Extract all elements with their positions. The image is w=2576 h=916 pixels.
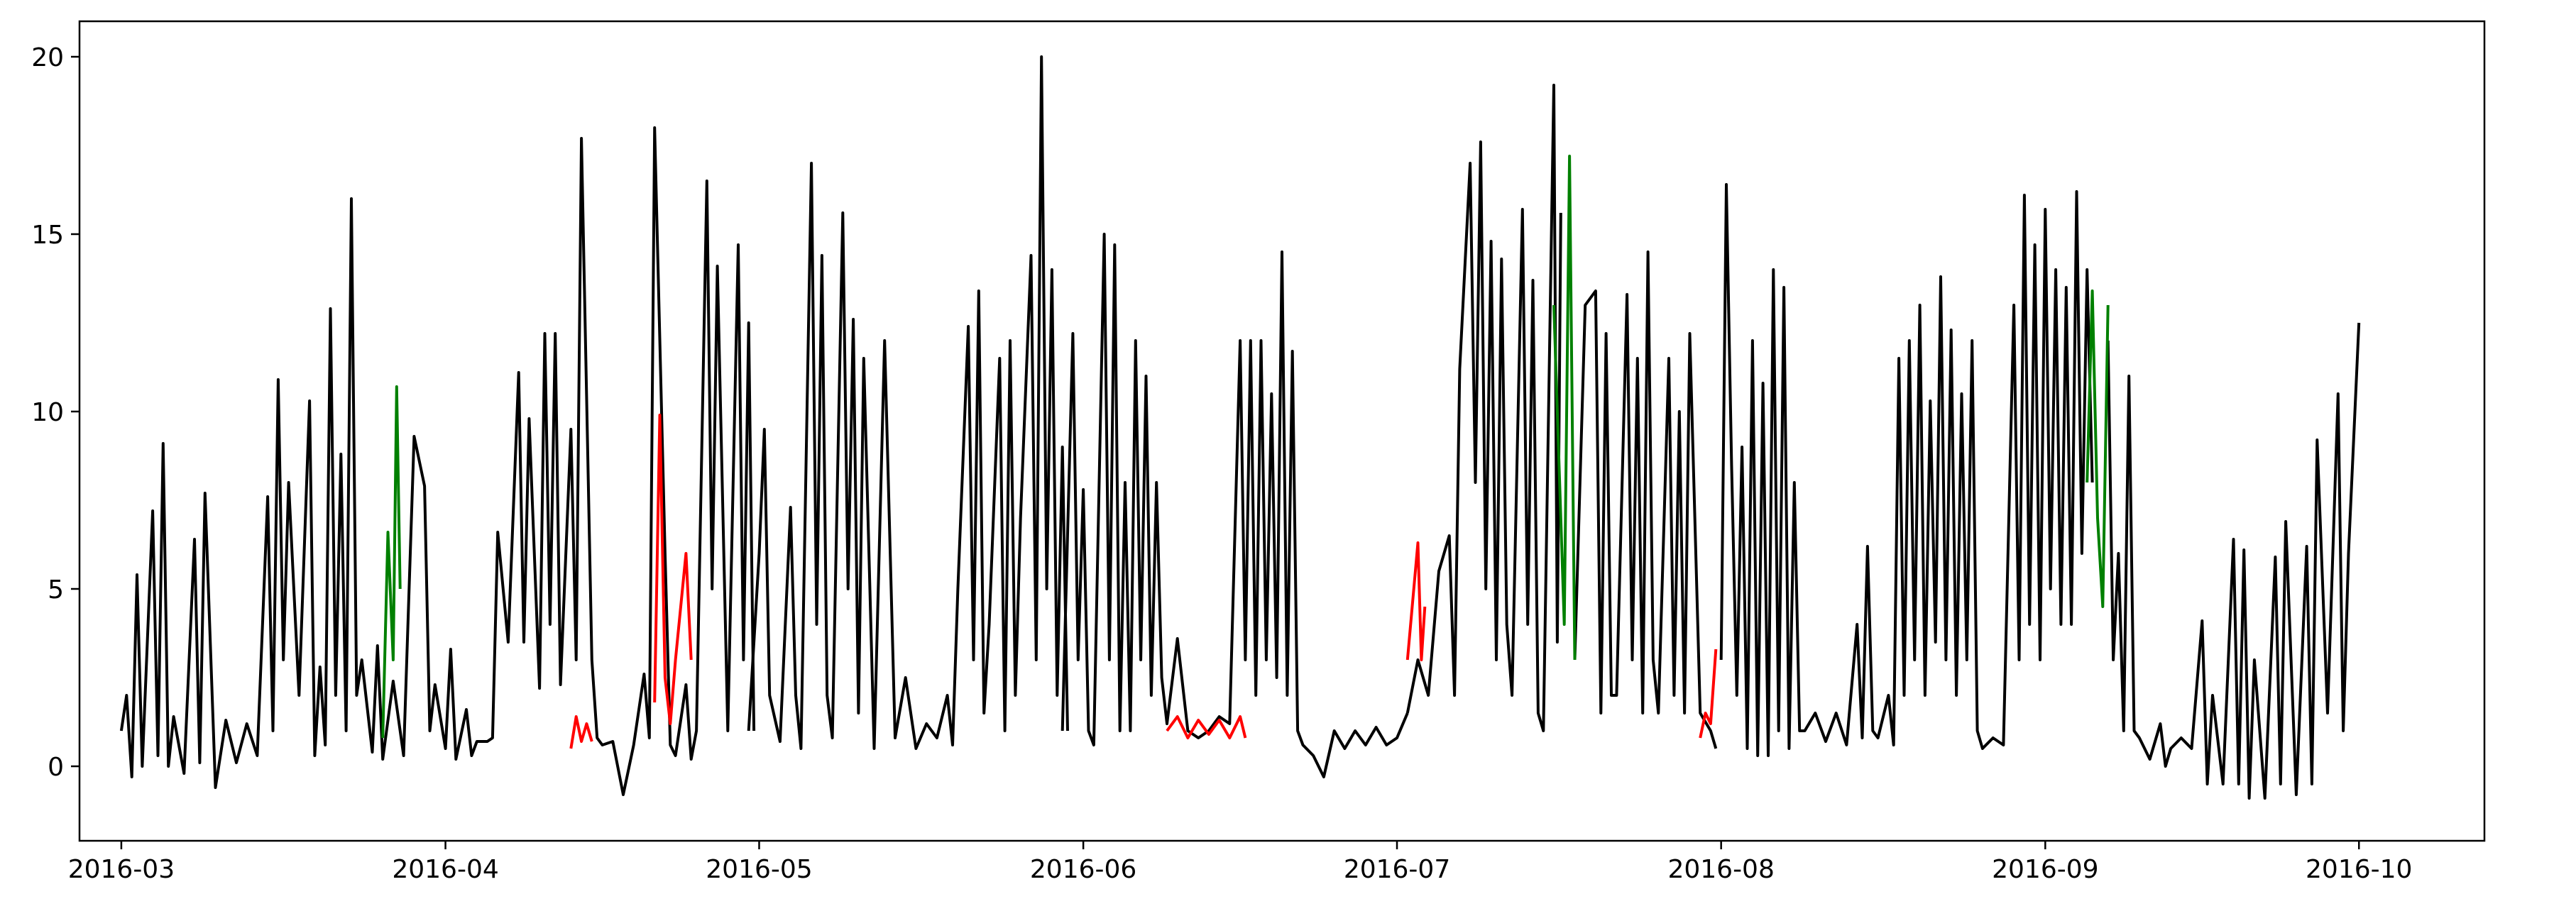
- series-line-red-8: [569, 715, 593, 749]
- x-axis: 2016-03 2016-04 2016-05 2016-06 2016-07 2016-…: [68, 841, 2412, 884]
- series-line-black-0: [119, 126, 756, 796]
- series-line-red-10: [1166, 715, 1247, 739]
- x-tick-label: 2016-08: [1667, 855, 1774, 884]
- plot-frame: [78, 20, 2486, 842]
- y-tick-label: 10: [31, 398, 64, 427]
- series-line-black-2: [1060, 233, 1409, 778]
- x-tick-label: 2016-04: [392, 855, 498, 884]
- x-tick-label: 2016-10: [2306, 855, 2412, 884]
- series-line-red-11: [1405, 541, 1427, 661]
- x-tick-label: 2016-06: [1030, 855, 1136, 884]
- x-tick-label: 2016-05: [706, 855, 812, 884]
- y-tick-label: 20: [31, 43, 64, 72]
- series-line-red-9: [653, 414, 693, 725]
- y-axis: 0 5 10 15 20: [31, 43, 80, 782]
- series-line-black-3: [1405, 84, 1562, 732]
- series-line-black-5: [1719, 183, 2094, 757]
- series-line-black-4: [1573, 250, 1718, 749]
- series-line-black-1: [747, 55, 1069, 750]
- series-line-green-14: [2086, 289, 2110, 608]
- x-tick-label: 2016-07: [1344, 855, 1450, 884]
- y-tick-label: 0: [48, 753, 64, 782]
- x-tick-label: 2016-03: [68, 855, 175, 884]
- series-line-green-7: [381, 385, 402, 739]
- y-tick-label: 15: [31, 221, 64, 250]
- y-tick-label: 5: [48, 575, 64, 605]
- x-tick-label: 2016-09: [1992, 855, 2098, 884]
- series-line-red-13: [1699, 649, 1718, 739]
- series-line-green-12: [1552, 155, 1577, 661]
- series-line-black-6: [2106, 322, 2361, 800]
- series-layer: [119, 55, 2361, 800]
